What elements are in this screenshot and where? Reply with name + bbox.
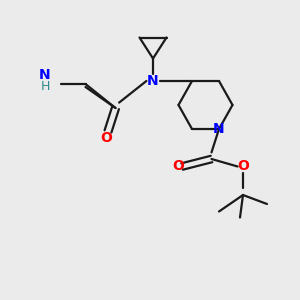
- Text: N: N: [39, 68, 51, 82]
- Text: N: N: [213, 122, 225, 136]
- Text: O: O: [172, 160, 184, 173]
- Text: O: O: [237, 160, 249, 173]
- Text: N: N: [147, 74, 159, 88]
- Text: O: O: [100, 131, 112, 145]
- Text: H: H: [40, 80, 50, 94]
